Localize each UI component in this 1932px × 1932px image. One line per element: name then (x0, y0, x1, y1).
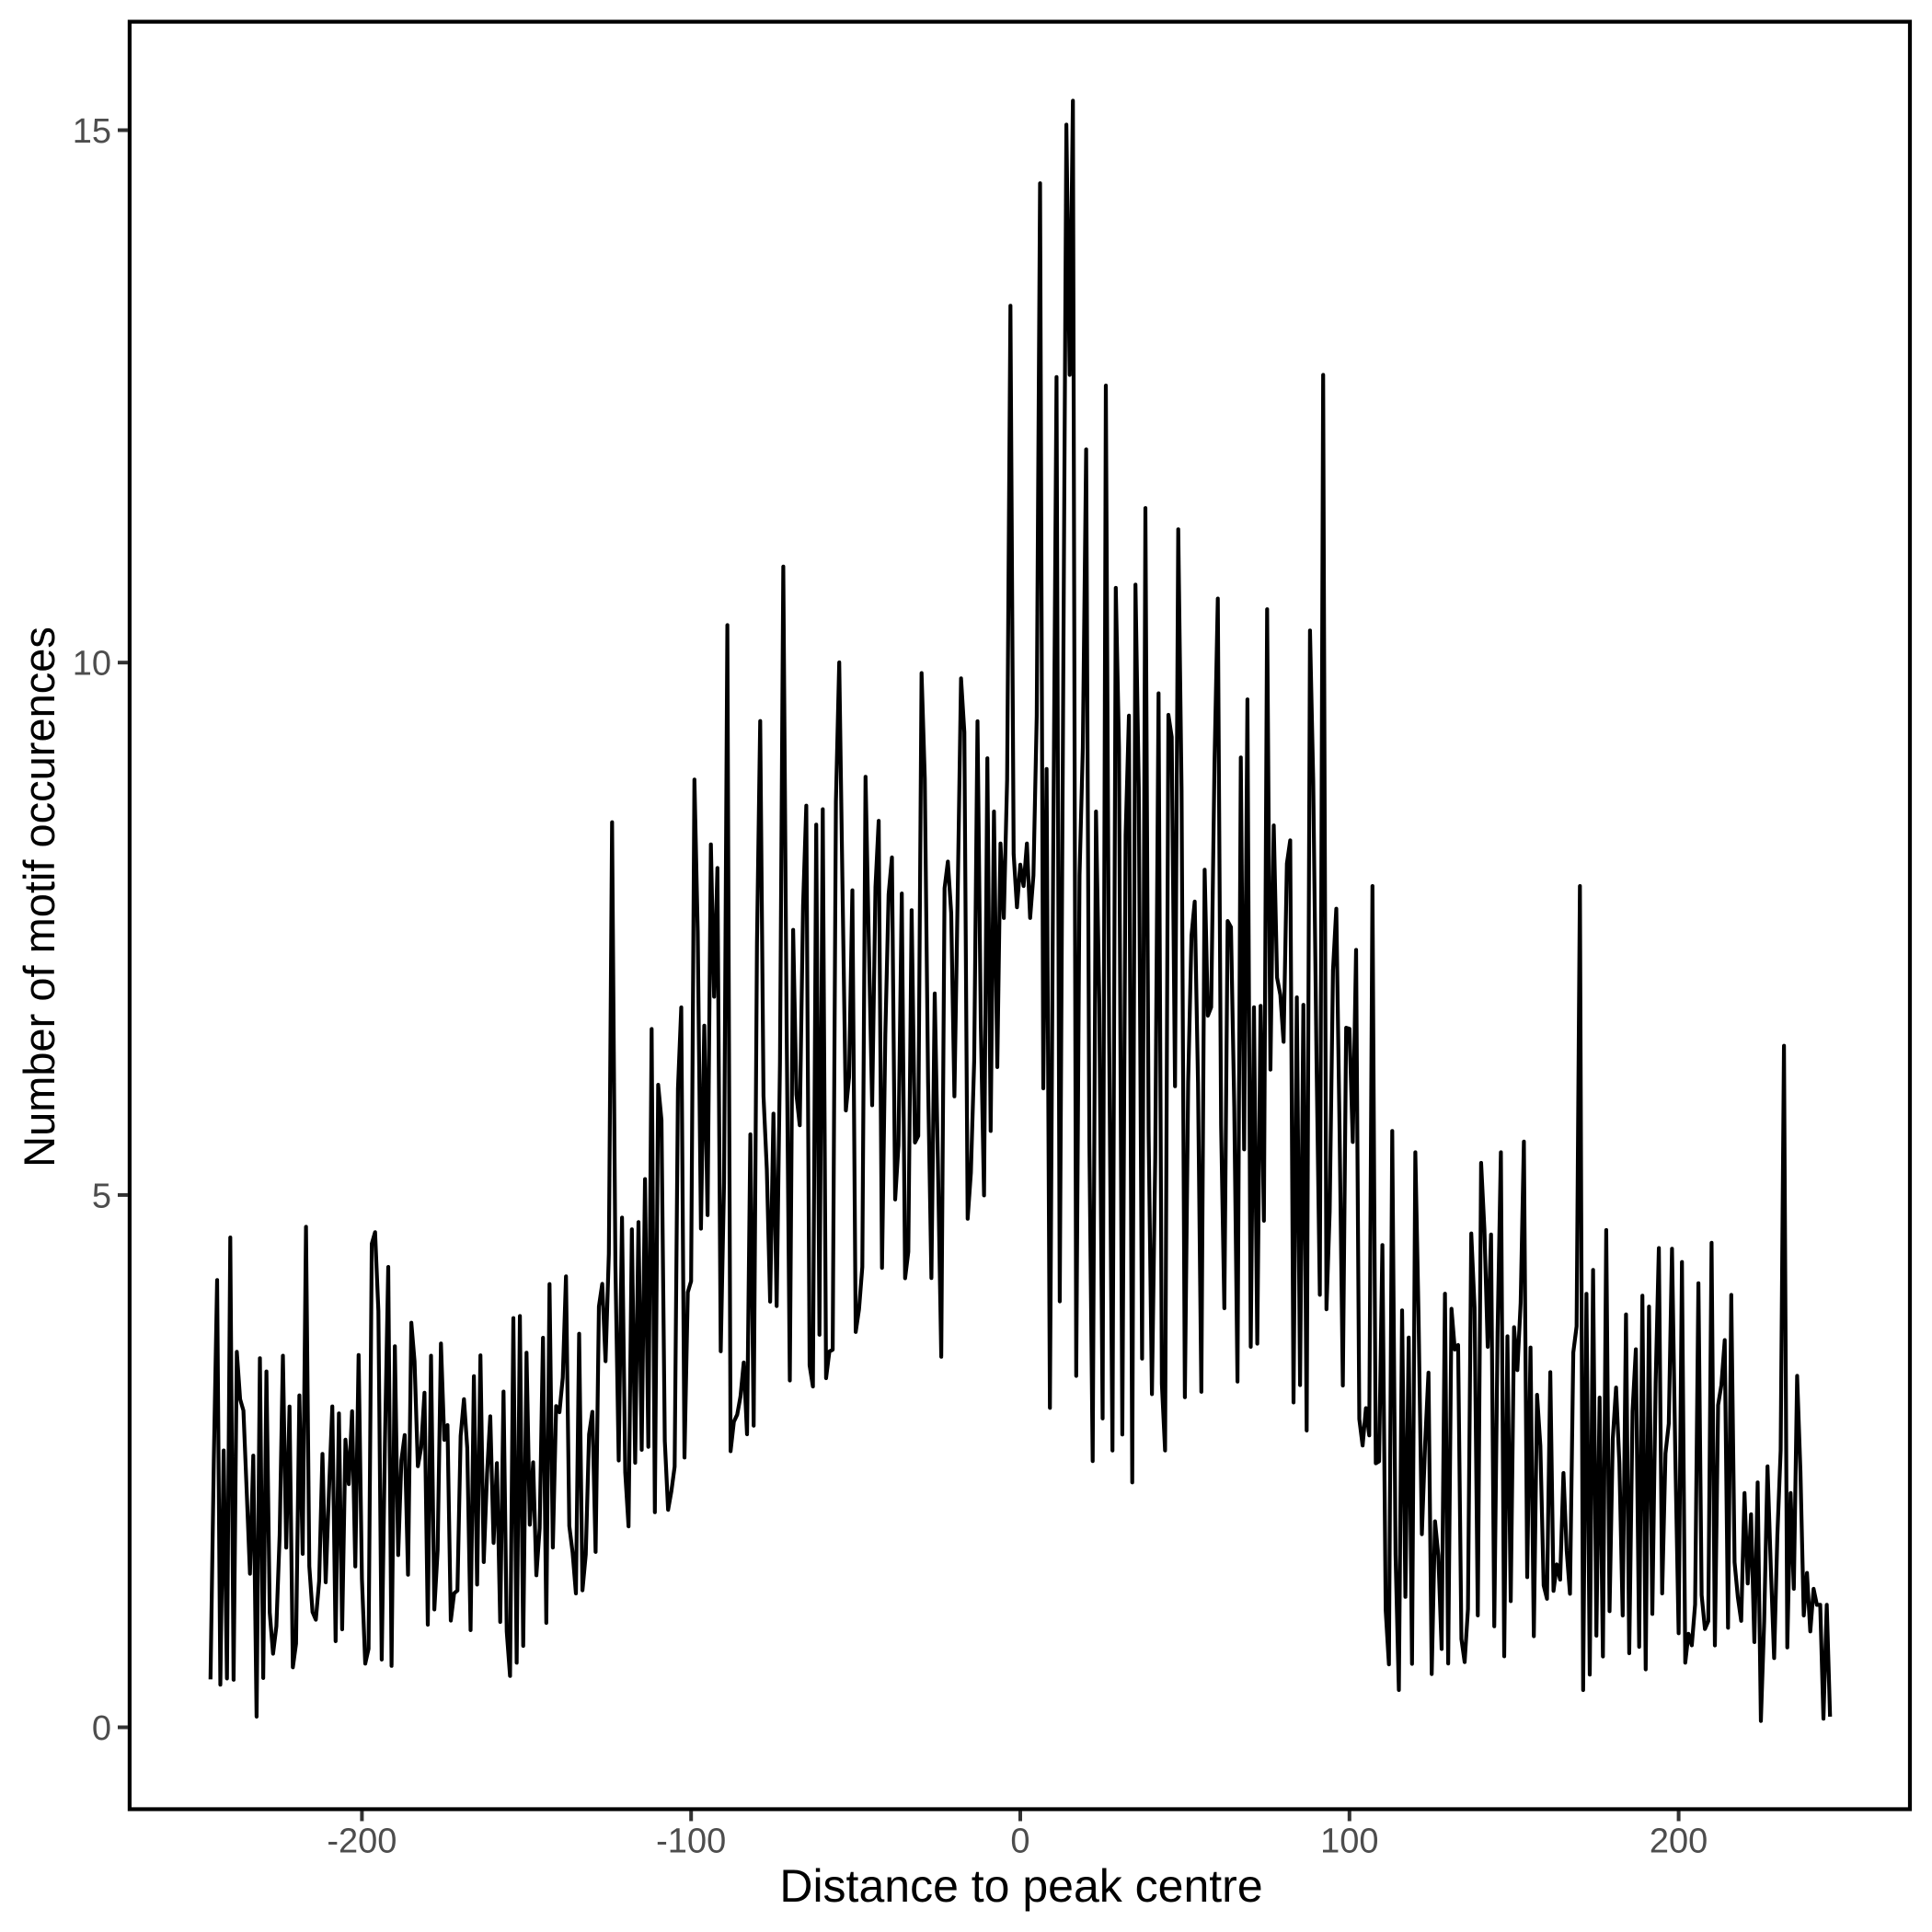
svg-text:-200: -200 (327, 1823, 397, 1861)
svg-text:-100: -100 (656, 1823, 726, 1861)
svg-text:10: 10 (73, 645, 111, 684)
svg-text:0: 0 (1010, 1823, 1029, 1861)
svg-text:5: 5 (92, 1177, 111, 1215)
svg-text:15: 15 (73, 112, 111, 151)
svg-text:Distance to peak centre: Distance to peak centre (779, 1860, 1262, 1912)
svg-text:200: 200 (1650, 1823, 1708, 1861)
svg-text:0: 0 (92, 1709, 111, 1748)
svg-text:100: 100 (1320, 1823, 1378, 1861)
svg-text:Number of motif occurences: Number of motif occurences (15, 627, 63, 1167)
